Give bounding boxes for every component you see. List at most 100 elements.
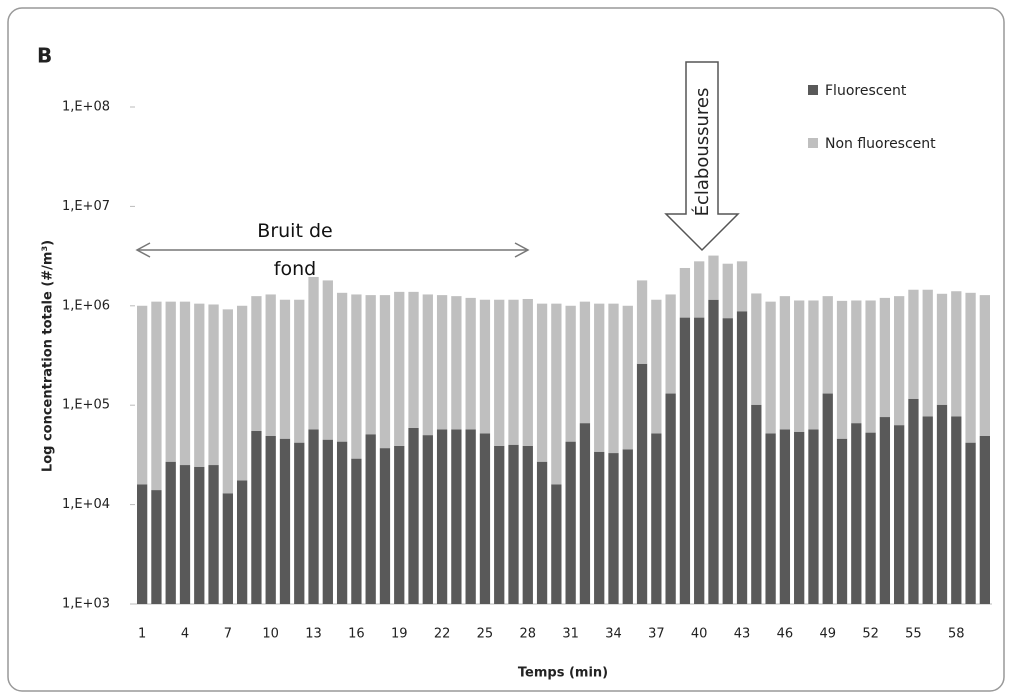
bar-segment <box>465 429 476 604</box>
bar-segment <box>394 445 405 604</box>
y-tick-label: 1,E+07 <box>62 199 110 214</box>
bar-segment <box>236 305 248 481</box>
event-arrow <box>664 61 740 252</box>
bar-segment <box>222 309 233 494</box>
bar-segment <box>936 404 948 604</box>
bar-segment <box>494 445 505 604</box>
x-tick-label: 22 <box>434 627 451 642</box>
bar-segment <box>308 276 319 430</box>
x-tick-label: 28 <box>520 627 537 642</box>
bar-segment <box>479 433 491 604</box>
bar-segment <box>836 438 848 604</box>
bar-segment <box>536 303 548 462</box>
bar-segment <box>408 427 419 604</box>
bar-segment <box>251 296 262 432</box>
bar-segment <box>879 417 891 604</box>
bar-segment <box>694 317 705 604</box>
bar-segment <box>879 297 891 418</box>
bar-segment <box>336 292 348 442</box>
bar-segment <box>651 433 662 604</box>
bar-segment <box>365 295 376 435</box>
bar-segment <box>894 425 905 604</box>
bar-segment <box>308 429 319 604</box>
bar-segment <box>179 301 191 466</box>
bar-segment <box>851 300 862 424</box>
bar-segment <box>922 416 933 604</box>
bar-segment <box>608 303 619 454</box>
bar-segment <box>479 299 491 434</box>
bar-segment <box>579 301 591 424</box>
bar-segment <box>722 318 733 604</box>
bar-segment <box>508 444 519 604</box>
bar-segment <box>494 299 505 446</box>
legend-swatch <box>808 138 818 148</box>
bar-segment <box>422 435 433 604</box>
bar-segment <box>908 398 919 604</box>
bar-segment <box>779 429 791 604</box>
bar-segment <box>808 300 819 430</box>
bar-segment <box>722 263 733 319</box>
bar-segment <box>279 299 291 439</box>
x-tick-label: 13 <box>305 627 322 642</box>
bar-segment <box>194 303 205 467</box>
bar-segment <box>222 493 233 604</box>
bar-segment <box>322 439 333 604</box>
x-tick-label: 43 <box>734 627 751 642</box>
bar-segment <box>622 449 633 604</box>
bar-segment <box>394 291 405 446</box>
x-tick-label: 1 <box>138 627 146 642</box>
bar-segment <box>751 293 762 405</box>
bar-segment <box>651 299 662 434</box>
bar-segment <box>379 295 391 449</box>
bar-segment <box>351 458 362 604</box>
bar-segment <box>708 299 719 604</box>
bar-segment <box>422 294 433 436</box>
bar-segment <box>565 305 576 442</box>
bar-segment <box>865 432 876 604</box>
bar-segment <box>622 305 633 450</box>
bar-segment <box>822 296 833 394</box>
bar-segment <box>165 301 176 462</box>
bar-segment <box>594 303 605 452</box>
bar-segment <box>608 453 619 604</box>
x-tick-label: 31 <box>562 627 579 642</box>
x-tick-label: 37 <box>648 627 665 642</box>
bar-segment <box>979 295 991 436</box>
bar-segment <box>551 303 562 485</box>
x-tick-label: 7 <box>224 627 232 642</box>
bar-segment <box>908 289 919 399</box>
x-tick-label: 58 <box>948 627 965 642</box>
bar-segment <box>922 289 933 417</box>
bar-segment <box>451 296 462 430</box>
bar-segment <box>151 490 162 604</box>
bar-segment <box>736 311 748 604</box>
x-tick-label: 4 <box>181 627 189 642</box>
bar-segment <box>679 267 691 318</box>
bar-segment <box>351 294 362 459</box>
bar-segment <box>465 297 476 430</box>
bar-segment <box>636 363 648 604</box>
event-label: Éclaboussures <box>691 88 713 217</box>
bar-segment <box>951 416 962 604</box>
y-tick-label: 1,E+06 <box>62 298 110 313</box>
bar-segment <box>336 441 348 604</box>
chart-title: B <box>37 44 52 68</box>
bar-segment <box>208 304 219 466</box>
bar-segment <box>936 293 948 405</box>
bar-segment <box>636 280 648 364</box>
x-tick-label: 19 <box>391 627 408 642</box>
bar-segment <box>379 448 391 604</box>
bar-segment <box>565 441 576 604</box>
bar-segment <box>765 301 776 434</box>
bar-segment <box>194 466 205 604</box>
bar-segment <box>594 451 605 604</box>
bar-segment <box>708 255 719 300</box>
y-tick-label: 1,E+04 <box>62 497 110 512</box>
bar-segment <box>294 299 305 443</box>
bar-segment <box>165 461 176 604</box>
legend-label: Non fluorescent <box>825 136 936 152</box>
bar-segment <box>236 480 248 604</box>
y-tick-label: 1,E+05 <box>62 398 110 413</box>
x-tick-label: 40 <box>691 627 708 642</box>
bar-segment <box>522 445 533 604</box>
